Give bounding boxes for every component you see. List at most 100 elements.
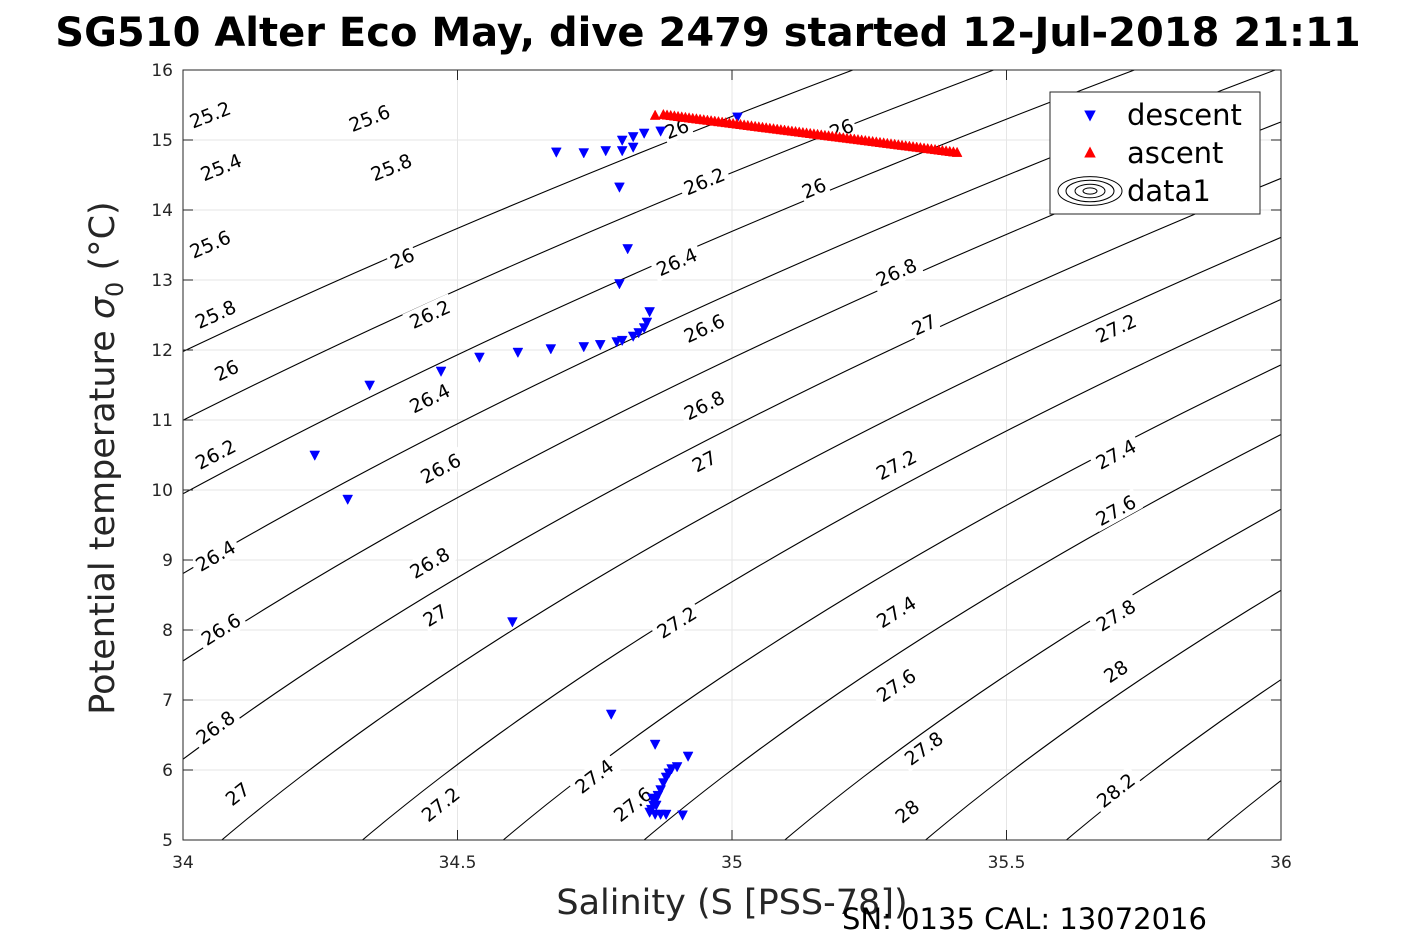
contour-label-bg xyxy=(1088,307,1144,349)
axis-ticks: 34 34.5 35 35.5 36 5 6 7 8 9 10 11 12 13 14 15 16 xyxy=(151,61,1291,873)
data-point-descent xyxy=(641,317,653,328)
contour-label-bg xyxy=(1097,654,1134,689)
contour-label-bg xyxy=(1088,592,1143,638)
data-point-descent xyxy=(682,751,694,762)
legend-label: descent xyxy=(1127,98,1242,132)
contour-label-bg xyxy=(868,251,924,293)
data-point-descent xyxy=(616,335,628,347)
y-tick-label: 9 xyxy=(162,551,173,571)
contour-label-bg xyxy=(188,293,243,335)
contour-label-bg xyxy=(363,147,419,187)
isopycnal-line xyxy=(183,70,1277,575)
y-tick-label: 8 xyxy=(162,621,173,641)
y-tick-label: 12 xyxy=(151,341,173,361)
contour-label-bg xyxy=(193,147,249,187)
data-point-descent xyxy=(342,494,354,506)
x-tick-label: 34.5 xyxy=(439,853,477,873)
contour-label-bg xyxy=(606,780,659,829)
contour-label-bg xyxy=(686,444,722,478)
contour-label-bg xyxy=(567,752,621,801)
legend-contour-swatch xyxy=(1057,176,1123,206)
data-point-descent xyxy=(677,810,688,821)
contour-label-bg xyxy=(188,533,243,578)
data-point-descent xyxy=(364,380,376,391)
contour-label-bg xyxy=(649,599,704,645)
data-point-descent xyxy=(474,352,485,363)
contour-label-bg xyxy=(402,377,457,420)
data-point-descent xyxy=(435,366,447,377)
legend-label: ascent xyxy=(1127,136,1223,170)
series-ascent xyxy=(649,108,963,157)
y-tick-label: 10 xyxy=(151,481,173,501)
data-point-descent xyxy=(660,772,672,783)
legend-contour-swatch xyxy=(1074,183,1106,199)
contour-label-bg xyxy=(188,432,243,476)
data-point-descent xyxy=(627,331,639,342)
data-point-descent xyxy=(638,128,650,139)
data-point-descent xyxy=(578,342,590,353)
data-series xyxy=(309,108,963,821)
contour-label-bg xyxy=(869,662,924,709)
legend-item-data1: data1 xyxy=(1057,174,1211,208)
y-tick-label: 14 xyxy=(151,201,173,221)
contour-label-bg xyxy=(182,95,238,134)
contour-label-bg xyxy=(889,793,925,829)
legend-contour-swatch xyxy=(1082,187,1098,195)
isopycnal-line xyxy=(783,508,1281,840)
data-point-descent xyxy=(655,785,666,796)
legend-label: data1 xyxy=(1127,174,1211,208)
contour-label-bg xyxy=(1088,488,1144,532)
contour-label-bg xyxy=(896,724,951,772)
data-point-descent xyxy=(644,307,656,318)
x-tick-label: 36 xyxy=(1270,853,1292,873)
legend: descent ascent data1 xyxy=(1049,91,1261,215)
data-point-descent xyxy=(627,132,639,143)
contour-label-bg xyxy=(342,98,397,138)
data-point-descent xyxy=(622,244,634,255)
contour-label-bg xyxy=(402,293,457,335)
y-axis-label-unit: (°C) xyxy=(83,201,123,281)
legend-contour-swatch xyxy=(1065,179,1115,203)
data-point-descent xyxy=(614,182,625,193)
contour-label-bg xyxy=(1089,766,1143,815)
y-tick-label: 13 xyxy=(151,271,173,291)
grid-lines xyxy=(182,69,1282,841)
y-tick-label: 15 xyxy=(151,131,173,151)
isopycnal-line xyxy=(220,236,1281,840)
data-point-descent xyxy=(600,146,612,157)
y-tick-label: 7 xyxy=(162,691,173,711)
contour-label-bg xyxy=(649,241,705,282)
data-point-descent xyxy=(616,135,628,146)
data-point-descent xyxy=(578,148,590,159)
serial-calibration-note: SN: 0135 CAL: 13072016 xyxy=(842,902,1207,936)
data-point-descent xyxy=(732,112,743,123)
y-axis-label-main: Potential temperature xyxy=(83,319,123,715)
data-point-ascent xyxy=(951,146,963,157)
data-point-descent xyxy=(655,126,666,137)
x-tick-label: 34 xyxy=(172,853,194,873)
contour-label-bg xyxy=(384,242,420,274)
data-point-descent xyxy=(633,328,645,339)
legend-marker-swatch xyxy=(1084,110,1096,122)
isopycnal-line xyxy=(183,70,1136,495)
data-point-descent xyxy=(660,809,672,821)
data-point-descent xyxy=(550,147,562,158)
y-tick-label: 6 xyxy=(162,761,173,781)
data-point-descent xyxy=(649,739,661,751)
contour-label-bg xyxy=(188,703,243,751)
x-axis-label: Salinity (S [PSS-78]) xyxy=(556,883,907,923)
data-point-descent xyxy=(616,146,628,157)
contour-label-bg xyxy=(417,598,453,632)
legend-marker-swatch xyxy=(1084,146,1096,158)
contour-label-bg xyxy=(676,384,732,427)
data-point-descent xyxy=(650,800,662,811)
contour-label-bg xyxy=(209,354,244,387)
data-point-descent xyxy=(658,778,669,789)
contour-label-bg xyxy=(219,776,256,812)
isopycnal-line xyxy=(643,433,1281,840)
contour-label-bg xyxy=(869,589,924,635)
y-axis-label-sigma: σ xyxy=(83,295,123,319)
data-point-descent xyxy=(507,617,518,628)
y-axis-label: Potential temperature σ0 (°C) xyxy=(83,201,129,714)
